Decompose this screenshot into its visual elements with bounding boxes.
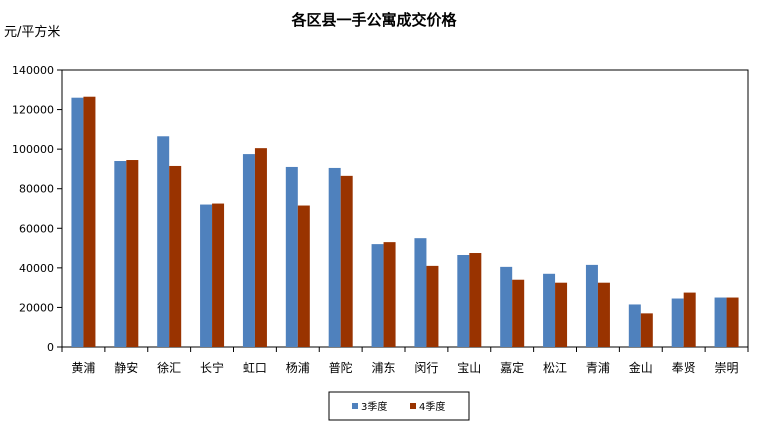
bar-4q-5	[297, 205, 310, 347]
bar-series-group	[71, 96, 739, 347]
bar-4q-4	[254, 148, 267, 347]
bar-4q-3	[212, 203, 225, 347]
bar-3q-15	[714, 297, 727, 347]
x-category-label: 长宁	[200, 360, 224, 375]
bar-3q-8	[414, 238, 427, 347]
y-tick-label: 60000	[19, 222, 54, 235]
bar-4q-2	[169, 165, 182, 347]
bar-4q-8	[426, 265, 439, 347]
legend-label-4q: 4季度	[419, 400, 445, 413]
bar-3q-13	[628, 304, 641, 347]
bar-4q-14	[683, 292, 696, 347]
bar-3q-3	[200, 204, 213, 347]
x-category-label: 普陀	[329, 360, 353, 375]
bar-3q-5	[285, 166, 298, 347]
bar-4q-1	[126, 160, 139, 347]
x-category-label: 浦东	[372, 361, 396, 375]
x-category-label: 宝山	[457, 361, 481, 375]
bar-3q-10	[500, 266, 513, 347]
y-tick-label: 40000	[19, 262, 54, 275]
bar-4q-13	[640, 313, 653, 347]
bar-4q-11	[555, 282, 568, 347]
legend-label-3q: 3季度	[361, 400, 387, 413]
x-category-label: 青浦	[586, 361, 610, 375]
bar-3q-11	[543, 273, 556, 347]
y-tick-label: 140000	[12, 64, 54, 77]
y-tick-label: 120000	[12, 104, 54, 117]
legend-swatch-4q	[410, 403, 416, 409]
bar-3q-4	[242, 154, 255, 347]
x-category-label: 闵行	[414, 360, 438, 375]
bar-3q-12	[585, 264, 598, 347]
x-category-label: 虹口	[243, 361, 267, 375]
x-category-label: 徐汇	[157, 360, 181, 375]
bar-4q-12	[597, 282, 610, 347]
bar-3q-9	[457, 254, 470, 347]
x-category-label: 黄浦	[71, 361, 95, 375]
chart-title: 各区县一手公寓成交价格	[290, 11, 457, 29]
y-tick-label: 80000	[19, 183, 54, 196]
y-axis-unit-label: 元/平方米	[4, 24, 60, 40]
legend-swatch-3q	[352, 403, 358, 409]
bar-3q-6	[328, 167, 341, 347]
bar-3q-0	[71, 97, 84, 347]
legend-box	[328, 391, 470, 421]
bar-3q-7	[371, 244, 384, 347]
bar-4q-0	[83, 96, 96, 347]
bar-3q-1	[114, 161, 127, 347]
x-category-label: 崇明	[715, 361, 739, 375]
x-category-label: 奉贤	[672, 361, 696, 375]
bar-4q-6	[340, 175, 353, 347]
bar-4q-7	[383, 242, 396, 347]
y-axis: 0 20000 40000 60000 80000 100000 120000 140000	[12, 64, 62, 354]
y-tick-label: 0	[47, 341, 54, 354]
x-category-label: 静安	[114, 360, 138, 375]
bar-3q-2	[157, 136, 170, 347]
y-tick-label: 100000	[12, 143, 54, 156]
y-tick-label: 20000	[19, 301, 54, 314]
legend: 3季度 4季度	[328, 391, 470, 421]
x-axis: 黄浦 静安 徐汇 长宁 虹口 杨浦 普陀 浦东 闵行 宝山 嘉定 松江 青浦 金山 奉贤 崇明	[61, 347, 749, 375]
bar-4q-9	[469, 253, 482, 347]
x-category-label: 松江	[543, 361, 567, 375]
bar-4q-15	[726, 297, 739, 347]
bar-4q-10	[512, 279, 525, 347]
bar-3q-14	[671, 298, 684, 347]
x-category-label: 金山	[629, 360, 653, 375]
x-category-label: 杨浦	[286, 360, 310, 375]
x-category-label: 嘉定	[500, 360, 524, 375]
